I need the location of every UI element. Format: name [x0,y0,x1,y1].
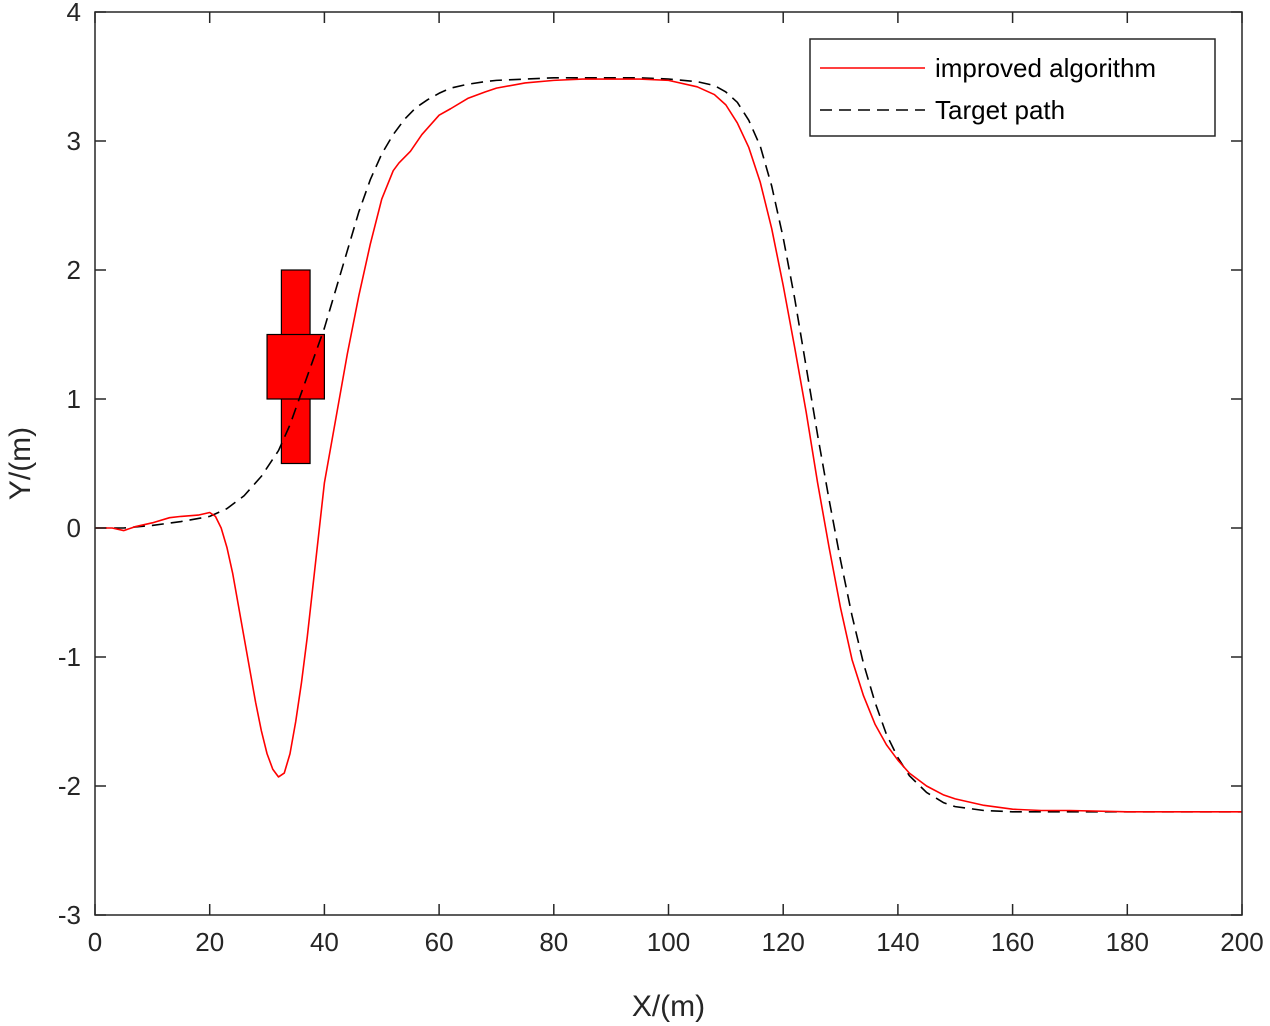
y-tick-label: 0 [67,513,81,543]
x-tick-label: 80 [539,927,568,957]
y-tick-label: -1 [58,642,81,672]
y-tick-label: 4 [67,0,81,27]
series-line-improved-algorithm [95,78,1242,813]
x-tick-label: 60 [425,927,454,957]
x-tick-label: 40 [310,927,339,957]
y-tick-label: 2 [67,255,81,285]
x-tick-label: 100 [647,927,690,957]
obstacle-part-1 [266,333,325,400]
x-tick-label: 200 [1220,927,1263,957]
x-tick-label: 0 [88,927,102,957]
x-tick-label: 20 [195,927,224,957]
legend: improved algorithm Target path [809,38,1216,137]
y-axis-title: Y/(m) [4,427,37,500]
legend-label-target-path: Target path [935,95,1065,125]
series-line-target-path [95,76,1242,813]
x-axis-title: X/(m) [632,990,705,1023]
x-tick-label: 160 [991,927,1034,957]
y-tick-label: -3 [58,900,81,930]
axes-box [94,11,1243,916]
x-tick-label: 180 [1106,927,1149,957]
y-tick-label: -2 [58,771,81,801]
x-tick-label: 140 [876,927,919,957]
y-axis: -3 -2 -1 0 1 2 3 4 [58,0,1242,930]
legend-label-improved-algorithm: improved algorithm [935,53,1156,83]
x-tick-label: 120 [762,927,805,957]
legend-box [809,38,1216,137]
x-axis: 0 20 40 60 80 100 120 140 160 180 200 [88,12,1264,957]
y-tick-label: 3 [67,126,81,156]
plot-area [95,76,1242,813]
y-tick-label: 1 [67,384,81,414]
